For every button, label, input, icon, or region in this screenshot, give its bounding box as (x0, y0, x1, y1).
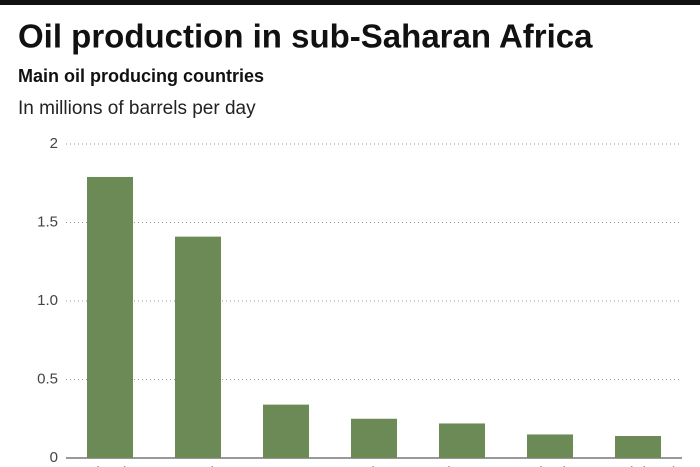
x-tick-label: Congo (262, 465, 309, 467)
chart-title: Oil production in sub-Saharan Africa (18, 18, 593, 55)
bar (439, 423, 485, 458)
y-tick-label: 0 (50, 449, 58, 466)
x-tick-label: Gabon (350, 465, 398, 467)
x-tick-label: Ghana* (435, 465, 489, 467)
x-tick-label: Chad* (528, 465, 572, 467)
bar (175, 236, 221, 458)
top-bar (0, 0, 700, 5)
x-tick-label: Equatorial Guinea (574, 465, 700, 467)
y-tick-label: 1.0 (37, 292, 58, 309)
x-tick-label: Angola (173, 465, 223, 467)
chart-subtitle: Main oil producing countries (18, 66, 264, 86)
bar (615, 436, 661, 458)
y-axis-label: In millions of barrels per day (18, 98, 256, 119)
x-tick-label: Nigeria (85, 465, 136, 467)
y-tick-label: 0.5 (37, 370, 58, 387)
bar (527, 434, 573, 458)
bar (263, 404, 309, 458)
bar (87, 176, 133, 458)
bar (351, 418, 397, 458)
y-tick-label: 2 (50, 135, 58, 152)
y-tick-label: 1.5 (37, 213, 58, 230)
